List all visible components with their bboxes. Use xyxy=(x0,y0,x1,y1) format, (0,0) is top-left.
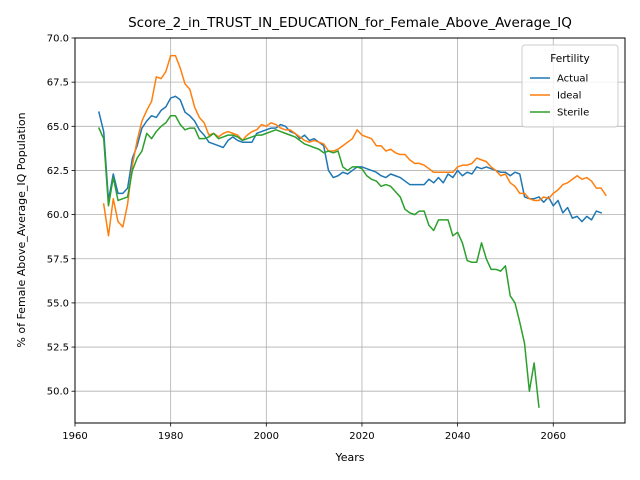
legend-entries: Actual Ideal Sterile xyxy=(530,74,589,119)
y-tick-label: 65.0 xyxy=(47,122,69,133)
y-tick-label: 67.5 xyxy=(47,78,69,89)
y-tick-label: 70.0 xyxy=(47,34,69,45)
plot-frame xyxy=(74,37,626,424)
legend: Fertility Actual Ideal Sterile xyxy=(521,44,619,128)
legend-label-ideal: Ideal xyxy=(557,91,581,102)
y-tick-label: 50.0 xyxy=(47,387,69,398)
series-line-actual xyxy=(98,95,603,223)
chart-title: Score_2_in_TRUST_IN_EDUCATION_for_Female… xyxy=(128,15,572,31)
y-tick-label: 60.0 xyxy=(47,210,69,221)
x-tick-label: 2040 xyxy=(445,431,470,442)
y-axis-label: % of Female Above_Average_IQ Population xyxy=(15,112,28,347)
legend-title: Fertility xyxy=(550,53,589,65)
series-lines xyxy=(97,54,607,408)
x-tick-label: 1960 xyxy=(62,431,87,442)
x-axis-ticks: 1960 1980 2000 2020 2040 2060 xyxy=(62,423,566,442)
x-axis-label: Years xyxy=(334,451,364,464)
y-axis-ticks: 50.0 52.5 55.0 57.5 60.0 62.5 65.0 67.5 70.0 xyxy=(47,34,75,398)
y-tick-label: 62.5 xyxy=(47,166,69,177)
legend-box xyxy=(521,44,619,128)
y-tick-label: 57.5 xyxy=(47,254,69,265)
x-tick-label: 1980 xyxy=(158,431,183,442)
legend-label-actual: Actual xyxy=(557,74,588,85)
legend-label-sterile: Sterile xyxy=(557,108,589,119)
x-tick-label: 2000 xyxy=(254,431,279,442)
x-tick-label: 2020 xyxy=(349,431,374,442)
series-line-sterile xyxy=(97,114,540,408)
y-tick-label: 55.0 xyxy=(47,298,69,309)
x-tick-label: 2060 xyxy=(541,431,566,442)
series-line-ideal xyxy=(102,54,607,237)
y-tick-label: 52.5 xyxy=(47,343,69,354)
